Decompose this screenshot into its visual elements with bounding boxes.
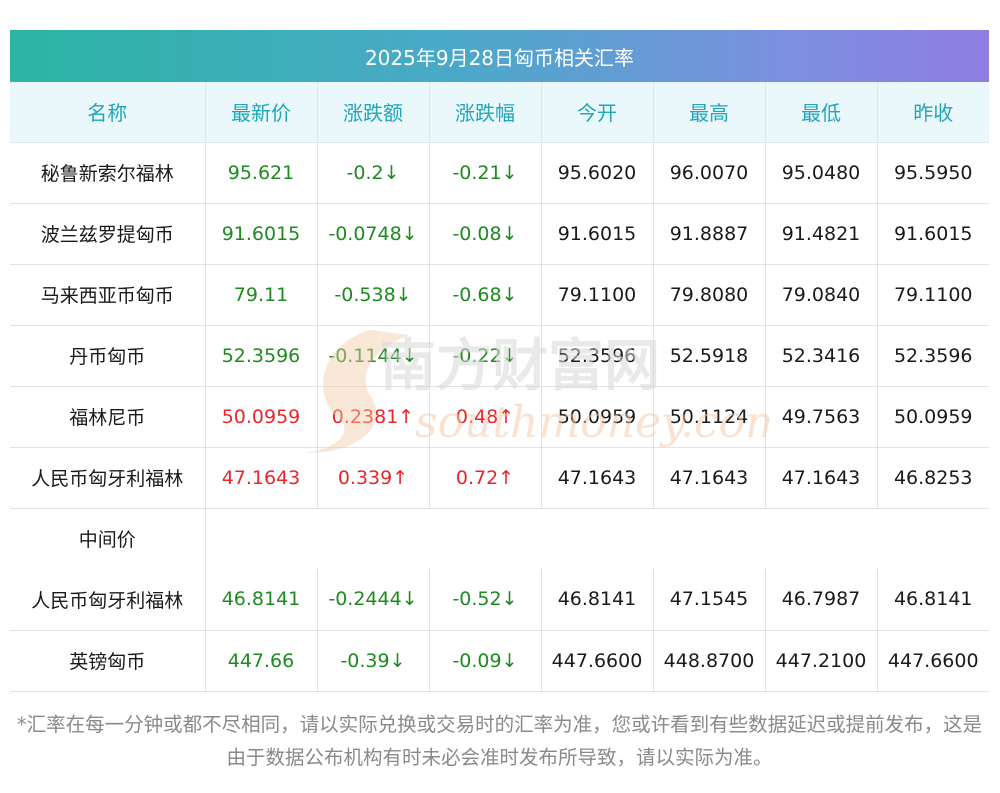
prev-cell: 95.5950 [877,142,989,204]
high-cell: 47.1545 [653,569,766,631]
name-cell: 英镑匈币 [10,630,206,692]
col-change: 涨跌额 [317,82,430,143]
change-cell: -0.0748↓ [317,203,430,265]
pct-cell: -0.21↓ [429,142,542,204]
open-cell: 50.0959 [541,386,654,448]
name-cell: 福林尼币 [10,386,206,448]
open-cell: 447.6600 [541,630,654,692]
latest-cell: 447.66 [205,630,318,692]
mid-empty [205,508,989,569]
change-cell: 0.2381↑ [317,386,430,448]
name-cell: 人民币匈牙利福林 [10,569,206,631]
name-cell: 秘鲁新索尔福林 [10,142,206,204]
table-row: 马来西亚币匈币 79.11 -0.538↓ -0.68↓ 79.1100 79.8080 7… [10,264,989,326]
prev-cell: 91.6015 [877,203,989,265]
prev-cell: 52.3596 [877,325,989,387]
high-cell: 79.8080 [653,264,766,326]
name-cell: 丹币匈币 [10,325,206,387]
high-cell: 91.8887 [653,203,766,265]
table-row: 波兰兹罗提匈币 91.6015 -0.0748↓ -0.08↓ 91.6015 91.88… [10,203,989,265]
name-cell: 波兰兹罗提匈币 [10,203,206,265]
high-cell: 52.5918 [653,325,766,387]
table-row: 福林尼币 50.0959 0.2381↑ 0.48↑ 50.0959 50.1124 49.… [10,386,989,448]
low-cell: 46.7987 [765,569,878,631]
change-cell: -0.2444↓ [317,569,430,631]
table-row: 丹币匈币 52.3596 -0.1144↓ -0.22↓ 52.3596 52.5918 5… [10,325,989,387]
low-cell: 52.3416 [765,325,878,387]
low-cell: 95.0480 [765,142,878,204]
mid-label-row: 中间价 [10,508,989,569]
disclaimer: *汇率在每一分钟或都不尽相同，请以实际兑换或交易时的汇率为准，您或许看到有些数据… [16,713,983,769]
high-cell: 448.8700 [653,630,766,692]
pct-cell: -0.68↓ [429,264,542,326]
pct-cell: -0.52↓ [429,569,542,631]
prev-cell: 50.0959 [877,386,989,448]
col-low: 最低 [765,82,878,143]
prev-cell: 46.8253 [877,447,989,509]
open-cell: 91.6015 [541,203,654,265]
high-cell: 47.1643 [653,447,766,509]
open-cell: 95.6020 [541,142,654,204]
high-cell: 50.1124 [653,386,766,448]
latest-cell: 79.11 [205,264,318,326]
col-latest: 最新价 [205,82,318,143]
prev-cell: 46.8141 [877,569,989,631]
high-cell: 96.0070 [653,142,766,204]
rates-table: 名称 最新价 涨跌额 涨跌幅 今开 最高 最低 昨收 秘鲁新索尔福林 95.621… [10,82,989,692]
open-cell: 79.1100 [541,264,654,326]
change-cell: -0.39↓ [317,630,430,692]
table-row: 英镑匈币 447.66 -0.39↓ -0.09↓ 447.6600 448.8700 44… [10,630,989,692]
pct-cell: 0.72↑ [429,447,542,509]
col-open: 今开 [541,82,654,143]
latest-cell: 47.1643 [205,447,318,509]
pct-cell: 0.48↑ [429,386,542,448]
mid-label: 中间价 [10,508,206,569]
low-cell: 447.2100 [765,630,878,692]
table-row: 人民币匈牙利福林 46.8141 -0.2444↓ -0.52↓ 46.8141 47.1… [10,569,989,631]
name-cell: 马来西亚币匈币 [10,264,206,326]
low-cell: 49.7563 [765,386,878,448]
col-high: 最高 [653,82,766,143]
table-row: 秘鲁新索尔福林 95.621 -0.2↓ -0.21↓ 95.6020 96.0070 95… [10,142,989,204]
latest-cell: 95.621 [205,142,318,204]
latest-cell: 52.3596 [205,325,318,387]
header-row: 名称 最新价 涨跌额 涨跌幅 今开 最高 最低 昨收 [10,82,989,143]
pct-cell: -0.22↓ [429,325,542,387]
table-row: 人民币匈牙利福林 47.1643 0.339↑ 0.72↑ 47.1643 47.1643… [10,447,989,509]
col-pct: 涨跌幅 [429,82,542,143]
change-cell: -0.2↓ [317,142,430,204]
col-name: 名称 [10,82,206,143]
latest-cell: 46.8141 [205,569,318,631]
low-cell: 47.1643 [765,447,878,509]
change-cell: -0.538↓ [317,264,430,326]
latest-cell: 91.6015 [205,203,318,265]
low-cell: 91.4821 [765,203,878,265]
pct-cell: -0.09↓ [429,630,542,692]
low-cell: 79.0840 [765,264,878,326]
open-cell: 46.8141 [541,569,654,631]
table-title: 2025年9月28日匈币相关汇率 [10,30,989,82]
rate-panel: 2025年9月28日匈币相关汇率 名称 最新价 涨跌额 涨跌幅 今开 最高 最低… [10,30,989,692]
col-prev: 昨收 [877,82,989,143]
latest-cell: 50.0959 [205,386,318,448]
change-cell: -0.1144↓ [317,325,430,387]
pct-cell: -0.08↓ [429,203,542,265]
prev-cell: 79.1100 [877,264,989,326]
open-cell: 47.1643 [541,447,654,509]
prev-cell: 447.6600 [877,630,989,692]
open-cell: 52.3596 [541,325,654,387]
change-cell: 0.339↑ [317,447,430,509]
name-cell: 人民币匈牙利福林 [10,447,206,509]
